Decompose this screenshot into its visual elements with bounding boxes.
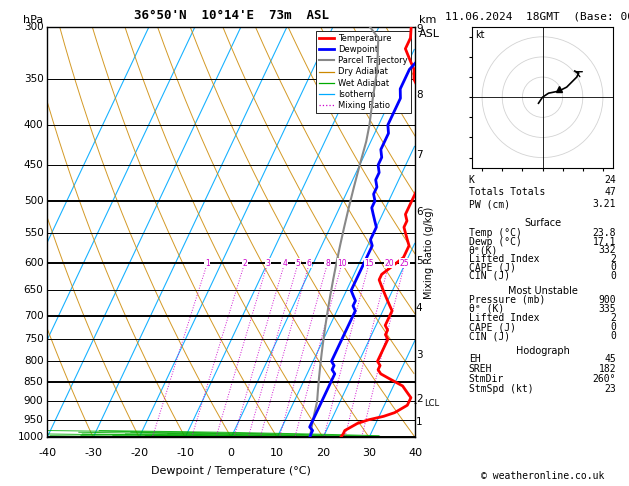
Text: -10: -10 <box>176 448 194 458</box>
Text: 2: 2 <box>610 254 616 264</box>
Text: 900: 900 <box>24 397 43 406</box>
Text: 300: 300 <box>24 22 43 32</box>
Text: 40: 40 <box>408 448 422 458</box>
Text: ASL: ASL <box>419 29 440 39</box>
Text: θᵉ (K): θᵉ (K) <box>469 304 504 314</box>
Text: Dewp (°C): Dewp (°C) <box>469 237 521 247</box>
Text: 2: 2 <box>242 259 247 268</box>
Text: 3: 3 <box>416 350 423 360</box>
Text: 550: 550 <box>24 228 43 239</box>
Text: SREH: SREH <box>469 364 493 374</box>
Text: 8: 8 <box>325 259 330 268</box>
Text: Lifted Index: Lifted Index <box>469 254 539 264</box>
Text: 800: 800 <box>24 356 43 366</box>
Text: StmSpd (kt): StmSpd (kt) <box>469 384 533 394</box>
Text: θᵉ(K): θᵉ(K) <box>469 245 498 255</box>
Legend: Temperature, Dewpoint, Parcel Trajectory, Dry Adiabat, Wet Adiabat, Isotherm, Mi: Temperature, Dewpoint, Parcel Trajectory… <box>316 31 411 113</box>
Text: Surface: Surface <box>524 218 561 228</box>
Text: 11.06.2024  18GMT  (Base: 00): 11.06.2024 18GMT (Base: 00) <box>445 12 629 22</box>
Text: 650: 650 <box>24 285 43 295</box>
Text: 25: 25 <box>400 259 409 268</box>
Text: 17.1: 17.1 <box>593 237 616 247</box>
Text: Most Unstable: Most Unstable <box>508 286 577 296</box>
Text: 850: 850 <box>24 377 43 387</box>
Text: km: km <box>419 15 436 25</box>
Text: 0: 0 <box>610 262 616 272</box>
Text: Hodograph: Hodograph <box>516 346 569 356</box>
Text: Lifted Index: Lifted Index <box>469 313 539 323</box>
Text: CIN (J): CIN (J) <box>469 271 510 281</box>
Text: 30: 30 <box>362 448 376 458</box>
Text: -30: -30 <box>84 448 102 458</box>
Text: CIN (J): CIN (J) <box>469 331 510 341</box>
Text: 5: 5 <box>296 259 301 268</box>
Text: 0: 0 <box>610 331 616 341</box>
Text: 2: 2 <box>416 394 423 404</box>
Text: 950: 950 <box>24 415 43 425</box>
Text: © weatheronline.co.uk: © weatheronline.co.uk <box>481 471 604 481</box>
Text: 1000: 1000 <box>18 433 43 442</box>
Text: Mixing Ratio (g/kg): Mixing Ratio (g/kg) <box>424 207 434 299</box>
Text: kt: kt <box>475 30 484 39</box>
Text: 350: 350 <box>24 74 43 84</box>
Text: 23: 23 <box>604 384 616 394</box>
Text: 3.21: 3.21 <box>593 199 616 209</box>
Text: 1: 1 <box>205 259 209 268</box>
Text: -40: -40 <box>38 448 56 458</box>
Text: 6: 6 <box>307 259 312 268</box>
Text: EH: EH <box>469 354 481 364</box>
Text: Totals Totals: Totals Totals <box>469 187 545 197</box>
Text: Pressure (mb): Pressure (mb) <box>469 295 545 305</box>
Text: 24: 24 <box>604 175 616 185</box>
Text: K: K <box>469 175 475 185</box>
Text: 20: 20 <box>316 448 330 458</box>
Text: 182: 182 <box>599 364 616 374</box>
Text: 8: 8 <box>416 90 423 101</box>
Text: 500: 500 <box>24 196 43 206</box>
Text: 750: 750 <box>24 334 43 344</box>
Text: 10: 10 <box>270 448 284 458</box>
Text: 23.8: 23.8 <box>593 228 616 238</box>
Text: 36°50'N  10°14'E  73m  ASL: 36°50'N 10°14'E 73m ASL <box>133 9 329 22</box>
Text: 900: 900 <box>599 295 616 305</box>
Text: 0: 0 <box>610 322 616 332</box>
Text: -20: -20 <box>130 448 148 458</box>
Text: 1: 1 <box>416 417 423 427</box>
Text: 5: 5 <box>416 256 423 266</box>
Text: 332: 332 <box>599 245 616 255</box>
Text: 4: 4 <box>282 259 287 268</box>
Text: 0: 0 <box>228 448 235 458</box>
Text: 400: 400 <box>24 120 43 130</box>
Text: CAPE (J): CAPE (J) <box>469 262 516 272</box>
Text: 4: 4 <box>416 303 423 313</box>
Text: 700: 700 <box>24 311 43 321</box>
Text: Dewpoint / Temperature (°C): Dewpoint / Temperature (°C) <box>151 466 311 476</box>
Text: 335: 335 <box>599 304 616 314</box>
Text: Temp (°C): Temp (°C) <box>469 228 521 238</box>
Text: 20: 20 <box>384 259 394 268</box>
Text: 450: 450 <box>24 160 43 170</box>
Text: 7: 7 <box>416 150 423 160</box>
Text: CAPE (J): CAPE (J) <box>469 322 516 332</box>
Text: 3: 3 <box>265 259 270 268</box>
Text: 6: 6 <box>416 207 423 217</box>
Text: 2: 2 <box>610 313 616 323</box>
Text: 600: 600 <box>24 258 43 268</box>
Text: LCL: LCL <box>425 399 440 408</box>
Text: 260°: 260° <box>593 374 616 384</box>
Text: 9: 9 <box>416 24 423 34</box>
Text: PW (cm): PW (cm) <box>469 199 510 209</box>
Text: StmDir: StmDir <box>469 374 504 384</box>
Text: 45: 45 <box>604 354 616 364</box>
Text: 15: 15 <box>364 259 374 268</box>
Text: 47: 47 <box>604 187 616 197</box>
Text: 10: 10 <box>337 259 347 268</box>
Text: hPa: hPa <box>23 15 43 25</box>
Text: 0: 0 <box>610 271 616 281</box>
